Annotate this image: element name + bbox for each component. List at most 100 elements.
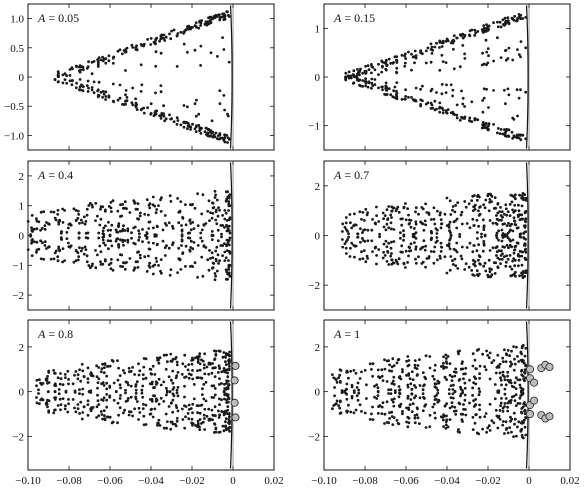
data-point: [483, 261, 487, 265]
data-point: [214, 131, 218, 135]
data-point: [454, 367, 458, 371]
data-point: [424, 61, 428, 65]
data-point: [175, 419, 179, 423]
data-point: [211, 261, 215, 265]
data-point: [478, 364, 482, 368]
data-point: [153, 407, 157, 411]
data-point: [506, 236, 510, 240]
data-point: [39, 239, 42, 243]
data-point: [367, 81, 371, 85]
data-point: [492, 207, 496, 210]
data-point: [517, 264, 520, 268]
data-point: [140, 391, 144, 395]
data-point: [516, 355, 519, 358]
data-point: [424, 49, 428, 53]
data-point: [200, 228, 204, 232]
data-point: [216, 239, 220, 243]
data-point: [508, 354, 511, 358]
data-point: [210, 396, 214, 399]
data-point: [163, 214, 167, 217]
data-point: [209, 15, 213, 19]
data-point: [428, 355, 432, 358]
data-point: [455, 226, 459, 230]
data-point: [471, 386, 474, 390]
data-point: [85, 213, 89, 217]
data-point: [439, 256, 442, 260]
data-point: [524, 199, 528, 202]
data-point: [361, 85, 364, 88]
data-point: [137, 373, 141, 377]
data-point: [364, 77, 367, 81]
data-point: [168, 390, 172, 393]
data-point: [200, 255, 204, 259]
data-point: [440, 106, 444, 110]
data-point: [477, 209, 480, 213]
data-point: [506, 431, 510, 435]
data-point: [429, 250, 433, 253]
data-point: [495, 234, 498, 238]
data-point: [522, 231, 526, 235]
data-point: [118, 383, 122, 387]
data-point: [201, 274, 205, 278]
data-point: [518, 213, 521, 217]
data-point: [463, 52, 466, 56]
data-point: [201, 193, 205, 197]
data-point: [500, 228, 504, 232]
data-point: [352, 81, 356, 85]
data-point: [76, 403, 80, 406]
data-point: [99, 217, 103, 221]
data-point: [205, 365, 209, 369]
data-point: [520, 254, 524, 258]
data-point: [443, 365, 446, 369]
data-point: [214, 249, 218, 253]
data-point: [386, 250, 389, 253]
data-point: [96, 381, 100, 384]
data-point: [183, 395, 186, 399]
data-point: [500, 210, 504, 214]
data-point: [210, 371, 214, 375]
data-point: [452, 396, 455, 400]
data-point: [124, 391, 127, 395]
data-point: [196, 192, 200, 196]
data-point: [409, 382, 413, 386]
data-point: [424, 403, 428, 406]
data-point: [151, 272, 155, 276]
data-point: [226, 227, 230, 231]
data-point: [391, 206, 395, 210]
data-point: [468, 116, 472, 120]
data-point: [196, 419, 200, 423]
data-point: [491, 246, 495, 250]
data-point: [523, 244, 527, 247]
data-point: [202, 397, 206, 401]
data-point: [395, 66, 399, 70]
data-point: [203, 352, 207, 356]
data-point: [413, 61, 416, 65]
data-point: [207, 362, 211, 366]
data-point: [192, 241, 196, 244]
data-point: [35, 378, 39, 382]
data-point: [512, 345, 515, 348]
data-point: [478, 262, 481, 265]
data-point: [523, 425, 527, 429]
data-point: [461, 412, 465, 416]
data-point: [187, 363, 191, 366]
data-point: [485, 349, 488, 353]
data-point: [461, 102, 465, 106]
data-point: [358, 70, 361, 74]
data-point: [215, 269, 219, 273]
data-point: [448, 268, 452, 272]
data-point: [345, 410, 349, 414]
data-point: [227, 367, 231, 371]
data-point: [223, 108, 227, 112]
data-point: [345, 382, 349, 386]
data-point: [413, 227, 416, 230]
data-point: [118, 229, 122, 233]
data-point: [506, 349, 510, 352]
data-point: [364, 64, 367, 68]
data-point: [512, 368, 516, 372]
data-point: [187, 417, 191, 421]
data-point: [481, 352, 484, 356]
data-point: [520, 213, 524, 217]
